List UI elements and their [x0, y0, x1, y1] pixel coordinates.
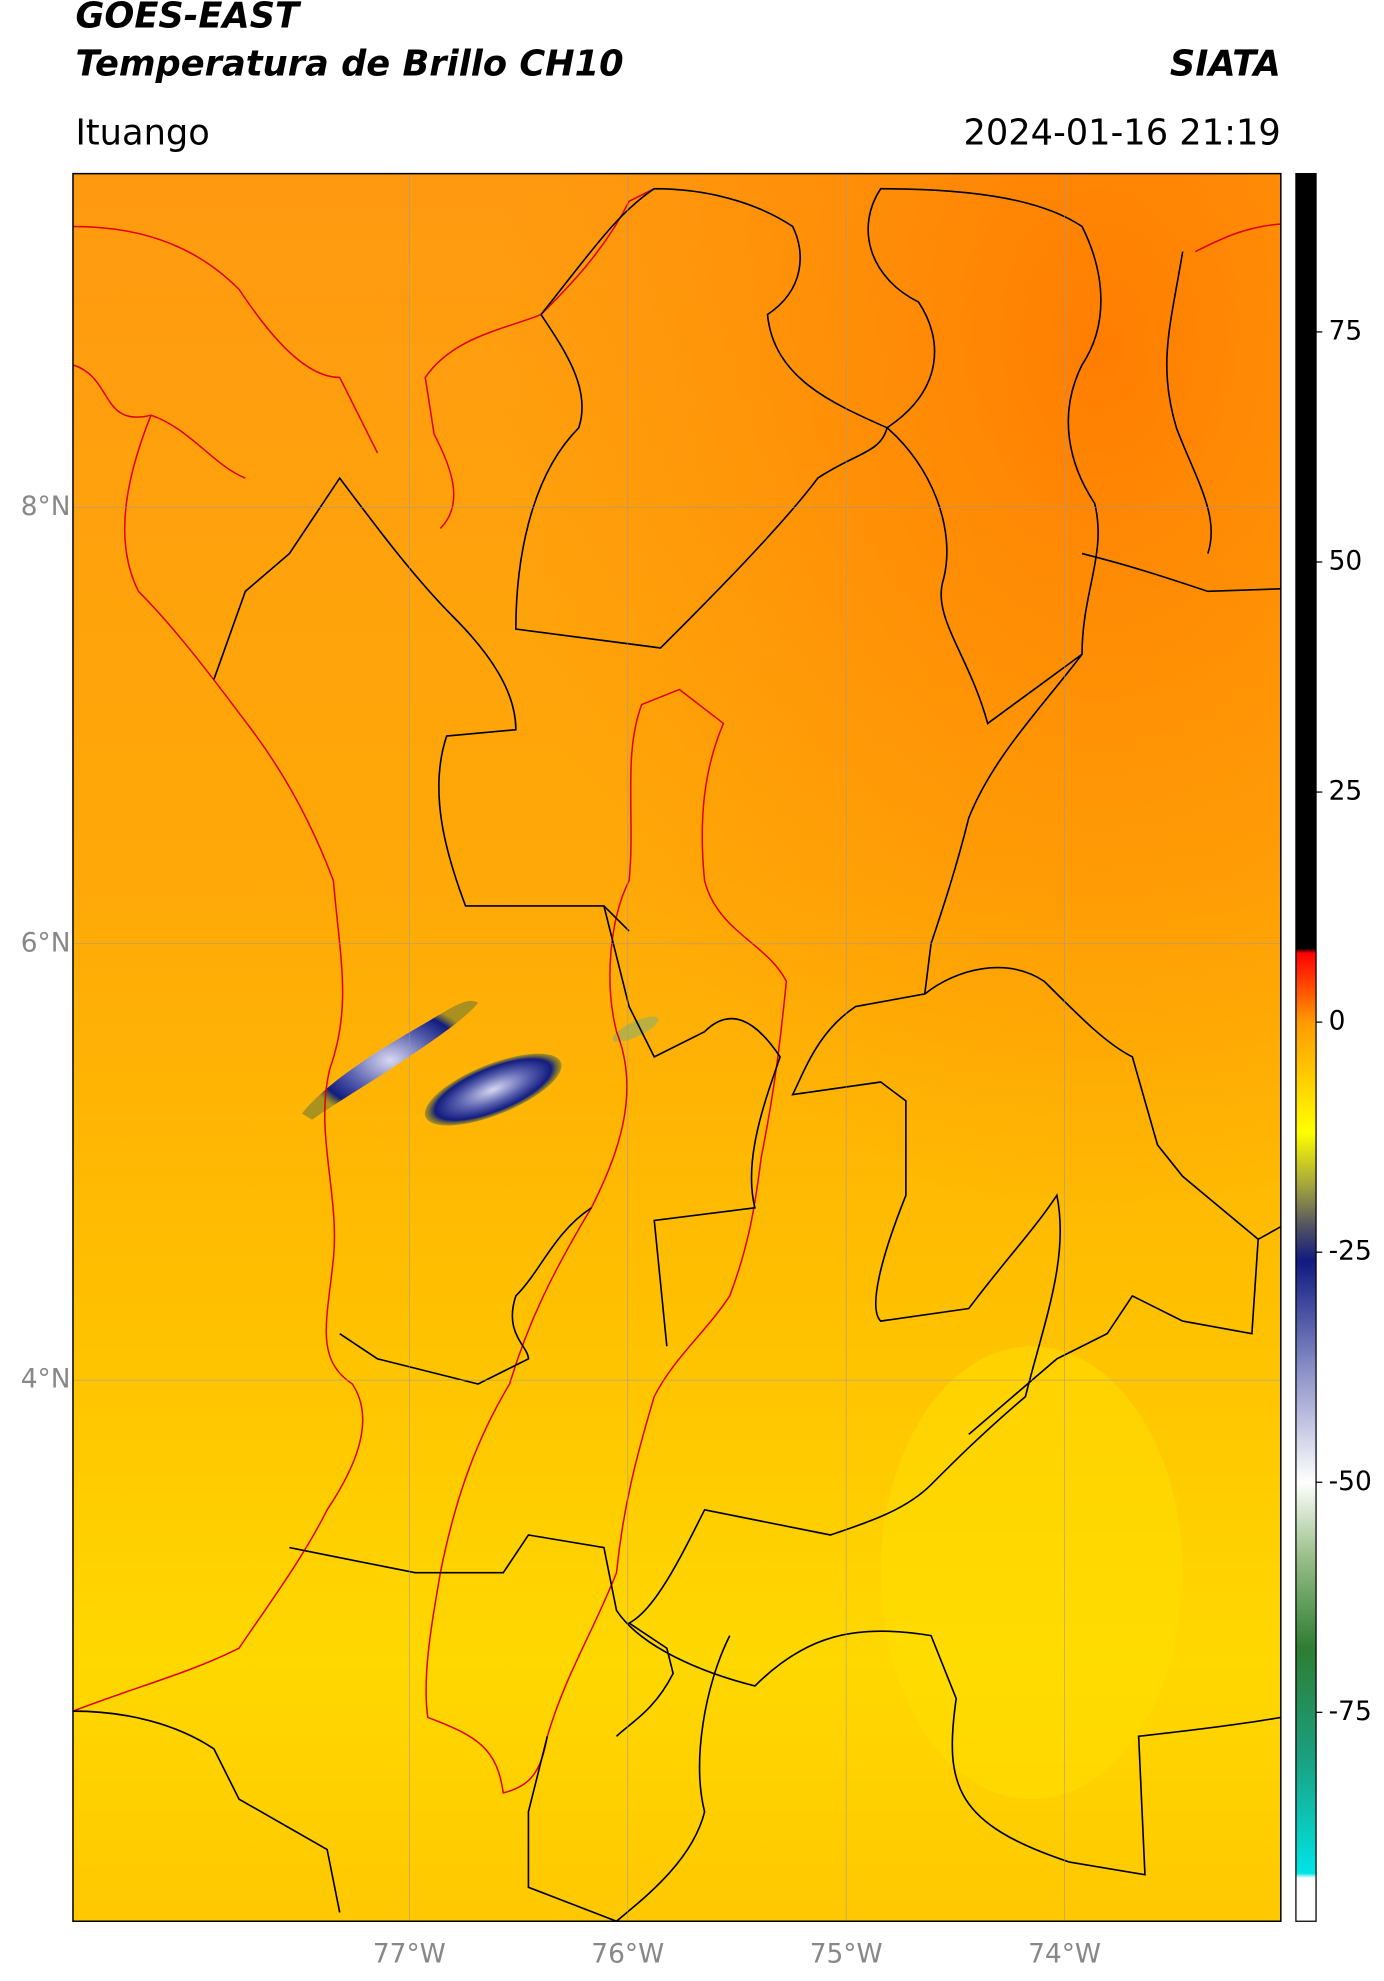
cloud-small: [612, 1016, 659, 1042]
colorbar-tick-label: -25: [1329, 1236, 1372, 1267]
axis-ticks: 77°W 76°W 75°W 74°W 8°N 6°N 4°N: [21, 491, 1101, 1970]
colorbar: [1295, 172, 1317, 1922]
x-tick-label: 74°W: [1028, 1939, 1101, 1970]
x-tick-label: 77°W: [373, 1939, 446, 1970]
colorbar-tick-label: 50: [1329, 545, 1363, 576]
source: SIATA: [1170, 43, 1281, 84]
colorbar-ticks: 75 50 25 0 -25 -50 -75: [1316, 315, 1372, 1727]
datetime: 2024-01-16 21:19: [963, 113, 1280, 154]
map-frame: [72, 172, 1282, 1922]
colorbar-tick-label: 25: [1329, 776, 1363, 807]
cloud-band: [301, 1000, 479, 1120]
colorbar-tick-label: -50: [1329, 1466, 1372, 1497]
colorbar-tick-label: 75: [1329, 315, 1363, 346]
y-tick-label: 4°N: [21, 1364, 71, 1395]
subtitle: Temperatura de Brillo CH10: [75, 43, 623, 84]
x-tick-label: 76°W: [591, 1939, 664, 1970]
y-tick-label: 8°N: [21, 491, 71, 522]
x-tick-label: 75°W: [810, 1939, 883, 1970]
colorbar-tick-label: 0: [1329, 1006, 1346, 1037]
title: GOES-EAST: [75, 0, 302, 37]
admin-borders: [72, 187, 1281, 1922]
location: Ituango: [75, 113, 209, 154]
y-tick-label: 6°N: [21, 927, 71, 958]
colorbar-tick-label: -75: [1329, 1696, 1372, 1727]
grid: [72, 173, 1281, 1922]
coast-and-basin: [72, 188, 1281, 1794]
yellow-region: [880, 1346, 1183, 1800]
map-area: [72, 173, 1281, 1922]
cold-clouds: [301, 1000, 659, 1126]
cloud-cell: [424, 1053, 562, 1126]
